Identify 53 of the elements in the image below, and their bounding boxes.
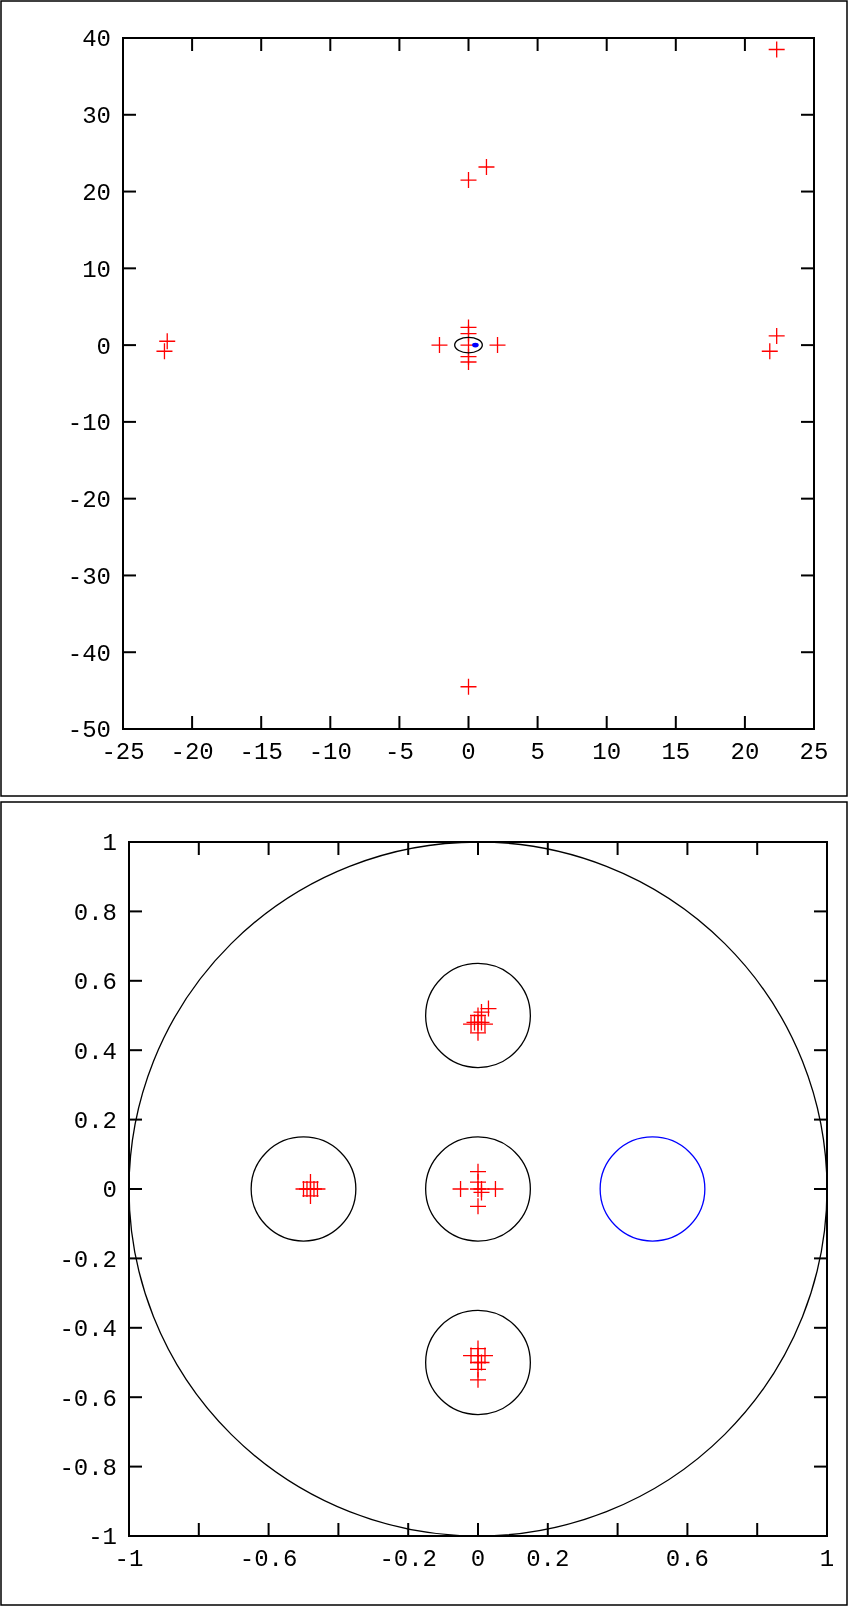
point [459, 171, 478, 189]
x-tick-label: -0.2 [379, 1546, 437, 1573]
y-tick-label: 0 [96, 333, 111, 361]
y-tick-label: 30 [82, 103, 111, 131]
point [488, 336, 507, 354]
y-tick-label: 20 [82, 179, 111, 207]
y-tick-label: -1 [88, 1524, 117, 1552]
y-tick-label: 40 [82, 26, 111, 54]
point [761, 342, 779, 360]
y-tick-label: -0.6 [59, 1385, 117, 1413]
x-tick-label: -20 [170, 739, 214, 766]
x-tick-label: 0 [461, 739, 476, 766]
y-tick-label: -20 [67, 487, 111, 515]
point [459, 678, 478, 696]
y-tick-label: 0.4 [73, 1038, 117, 1066]
y-tick-label: -0.2 [59, 1246, 117, 1274]
point [469, 1197, 487, 1215]
x-tick-label: 0.2 [526, 1546, 570, 1573]
x-tick-label: 20 [730, 739, 760, 766]
x-tick-label: 0.6 [665, 1546, 710, 1573]
point [479, 999, 498, 1018]
y-tick-label: -40 [67, 640, 111, 668]
x-tick-label: -5 [384, 739, 414, 766]
y-tick-label: 0.2 [73, 1108, 117, 1135]
y-tick-label: 0 [102, 1177, 117, 1205]
y-tick-label: 0.8 [73, 899, 117, 927]
y-tick-label: -10 [67, 410, 111, 438]
y-tick-label: -30 [67, 563, 111, 591]
x-tick-label: 0 [470, 1546, 486, 1573]
point [768, 327, 786, 345]
x-tick-label: 5 [530, 739, 545, 766]
point [477, 158, 496, 176]
point [459, 353, 478, 371]
point [155, 342, 174, 360]
y-tick-label: 1 [102, 830, 117, 858]
point [430, 336, 449, 354]
point [451, 1180, 470, 1198]
y-tick-label: 0.6 [73, 969, 117, 997]
point [768, 40, 786, 59]
y-tick-label: -0.4 [59, 1316, 117, 1344]
point [486, 1180, 505, 1198]
point [472, 1183, 491, 1202]
y-tick-label: 10 [82, 256, 111, 284]
x-tick-label: -0.6 [239, 1546, 298, 1573]
x-tick-label: 10 [592, 739, 622, 766]
x-tick-label: 25 [799, 739, 829, 766]
y-tick-label: -0.8 [59, 1455, 117, 1482]
x-tick-label: 1 [819, 1546, 835, 1573]
point [158, 332, 176, 350]
x-tick-label: 15 [661, 739, 691, 766]
point [472, 1003, 491, 1021]
x-tick-label: -10 [308, 739, 352, 766]
x-tick-label: -15 [239, 739, 283, 766]
